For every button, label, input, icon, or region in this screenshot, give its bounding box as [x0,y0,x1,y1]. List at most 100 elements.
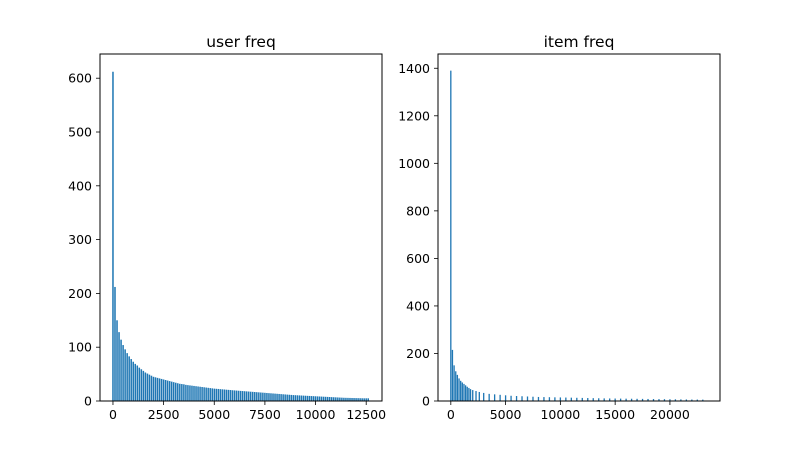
user-freq-bar [154,377,157,401]
user-freq-bar [258,392,260,401]
item-freq-bar [554,397,556,401]
user-freq-bar [142,370,145,401]
user-freq-bar [134,363,137,401]
item-freq-bar [526,396,529,401]
item-freq-y-tick-label: 1400 [398,61,430,76]
user-freq-bar [150,375,153,401]
user-freq-bar [183,384,185,401]
user-freq-bar [148,374,151,401]
user-freq-bar [166,380,169,401]
item-freq-bar [674,399,677,401]
user-freq-bar [322,396,325,401]
item-freq-x-tick-label: 5000 [490,407,522,422]
item-freq-y-axis: 0 200 400 600 800 1000 1200 1400 [398,61,438,409]
item-freq-bar [469,389,472,401]
user-freq-bar [130,359,132,401]
user-freq-bar [195,386,197,401]
user-freq-bar [172,382,175,401]
user-freq-bar [260,392,262,401]
user-freq-bar [292,395,295,401]
user-freq-bar [156,377,159,401]
user-freq-bar [326,396,329,401]
user-freq-bar [213,388,216,401]
user-freq-bar [245,391,248,401]
user-freq-bar [310,396,313,401]
item-freq-title: item freq [544,33,615,51]
user-freq-bar [272,393,274,401]
user-freq-bar [264,392,266,401]
item-freq-bar [458,378,460,401]
user-freq-bar [247,391,250,401]
item-freq-x-axis: 0 5000 10000 15000 20000 [447,401,690,422]
user-freq-bar [333,397,335,401]
user-freq-bar [177,383,179,401]
user-freq-bar [126,353,128,401]
user-freq-bar [144,372,147,401]
user-freq-bar [306,395,309,401]
user-freq-bar [337,397,339,401]
user-freq-bars [112,71,369,401]
item-freq-bar [625,398,627,401]
user-freq-bar [170,381,173,401]
item-freq-y-tick-label: 0 [422,394,430,409]
user-freq-x-tick-label: 5000 [198,407,230,422]
user-freq-bar [207,387,209,401]
user-freq-bar [229,390,232,401]
item-freq-bar [483,392,485,401]
item-freq-bar [493,394,496,401]
user-freq-bar [276,393,278,401]
user-freq-bar [249,391,252,401]
item-freq-bar [570,397,572,401]
user-freq-bar [367,398,369,401]
user-freq-bar [211,388,213,401]
item-freq-bar [451,349,454,401]
item-freq-panel: item freq 0 5000 10000 15000 20000 0 200 400 60… [398,33,721,422]
user-freq-bar [132,361,134,401]
item-freq-bar [475,391,477,401]
user-freq-bar [324,396,327,401]
user-freq-y-tick-label: 500 [68,125,92,140]
user-freq-bar [300,395,303,401]
user-freq-bar [140,369,143,401]
user-freq-bar [146,373,149,401]
user-freq-bar [262,392,264,401]
item-freq-bar [464,385,467,401]
user-freq-bar [286,394,288,401]
user-freq-bar [116,320,118,401]
user-freq-bar [359,398,361,401]
item-freq-bar [460,380,462,401]
user-freq-bar [270,393,272,401]
item-freq-bar [521,396,523,401]
user-freq-bar [339,397,341,401]
item-freq-x-tick-label: 15000 [595,407,635,422]
user-freq-bar [268,393,270,401]
user-freq-axes-frame [99,53,383,402]
user-freq-bar [353,398,355,401]
user-freq-bar [201,387,203,401]
item-freq-bar [647,398,649,401]
item-freq-bar [450,70,452,401]
user-freq-bar [158,378,161,401]
user-freq-bar [365,398,367,401]
user-freq-bar [280,394,282,401]
user-freq-bar [349,397,351,401]
user-freq-x-tick-label: 7500 [249,407,281,422]
user-freq-y-tick-label: 600 [68,71,92,86]
user-freq-bar [215,388,218,401]
user-freq-bar [294,395,297,401]
user-freq-bar [331,397,333,401]
user-freq-bar [168,381,171,401]
user-freq-bar [351,397,353,401]
user-freq-bar [164,380,167,401]
user-freq-bar [181,384,183,401]
user-freq-x-axis: 0 2500 5000 7500 10000 12500 [109,401,386,422]
user-freq-bar [227,389,230,401]
item-freq-bar [543,397,545,401]
user-freq-bar [282,394,284,401]
item-freq-y-tick-label: 800 [406,203,430,218]
item-freq-bar [504,395,507,401]
item-freq-y-tick-label: 1200 [398,108,430,123]
item-freq-bar [472,390,474,401]
item-freq-bars [450,70,704,401]
